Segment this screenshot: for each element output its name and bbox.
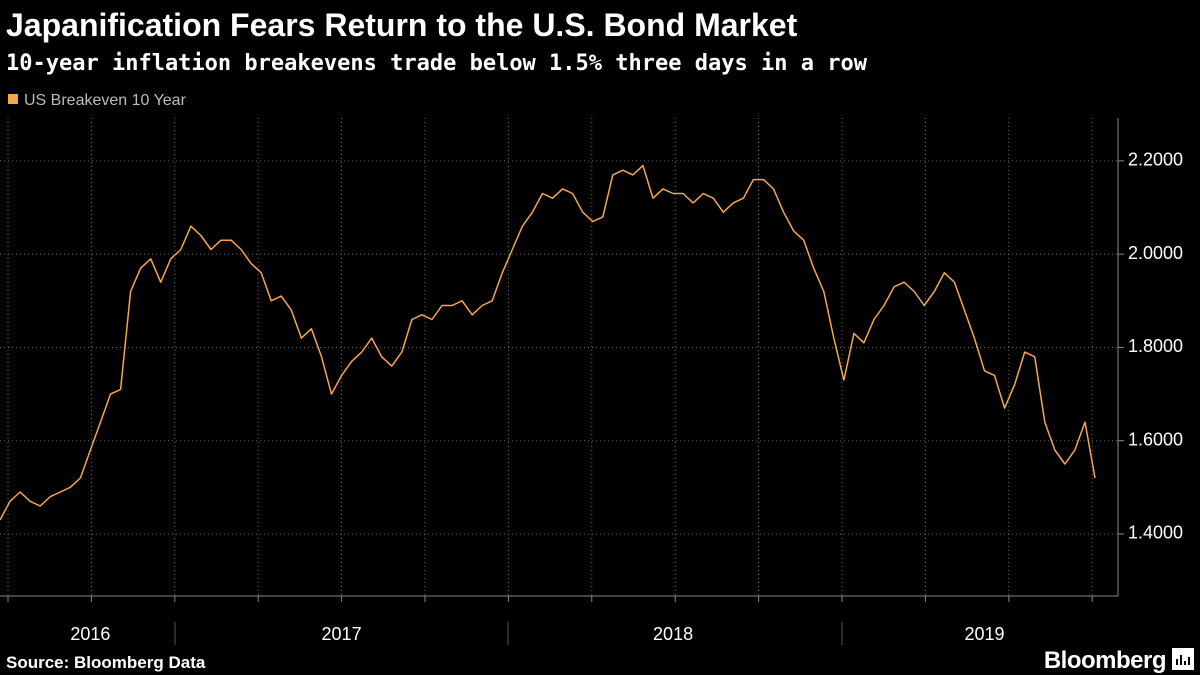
x-tick-label: 2017: [322, 624, 362, 644]
x-tick-label: 2019: [964, 624, 1004, 644]
legend-swatch: [8, 94, 18, 104]
legend-label: US Breakeven 10 Year: [24, 92, 187, 109]
brand-icon-bars: [1176, 655, 1190, 665]
x-tick-label: 2018: [653, 624, 693, 644]
vertical-grid: [7, 118, 1093, 602]
y-tick-label: 1.6000: [1128, 429, 1183, 449]
brand-icon: [1172, 648, 1194, 670]
chart-title: Japanification Fears Return to the U.S. …: [6, 7, 798, 43]
y-tick-label: 2.0000: [1128, 243, 1183, 263]
y-tick-label: 1.4000: [1128, 523, 1183, 543]
chart-subtitle: 10-year inflation breakevens trade below…: [6, 51, 868, 76]
x-tick-label: 2016: [70, 624, 110, 644]
y-tick-label: 2.2000: [1128, 150, 1183, 170]
data-line: [0, 164, 1096, 521]
brand-logo: Bloomberg: [1044, 647, 1166, 674]
y-tick-label: 1.8000: [1128, 336, 1183, 356]
source-note: Source: Bloomberg Data: [6, 653, 206, 672]
